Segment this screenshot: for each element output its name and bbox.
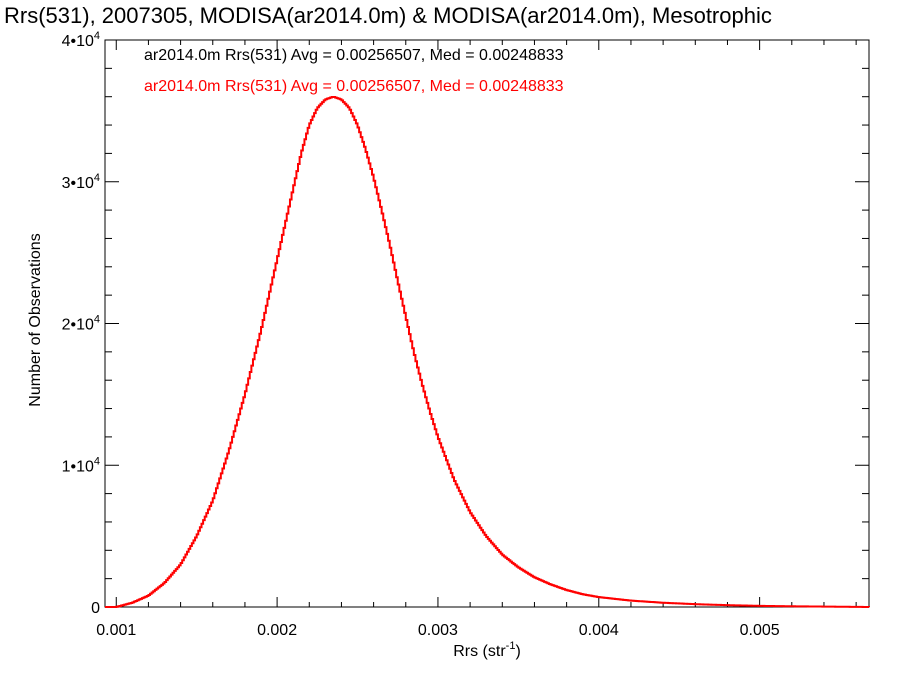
x-tick-label-0: 0.001 [96, 622, 136, 639]
y-tick-label-0: 0 [91, 600, 100, 617]
x-axis-label-text: Rrs (str [453, 643, 506, 660]
y-tick-label-1: 1•104 [62, 455, 100, 475]
x-axis-label: Rrs (str-1) [453, 640, 521, 660]
x-tick-label-4: 0.005 [740, 622, 780, 639]
series-layer [105, 95, 870, 608]
x-axis: 0.001 0.002 0.003 0.004 0.005 [96, 40, 857, 639]
x-axis-label-superscript: -1 [506, 640, 516, 652]
plot-frame [104, 39, 870, 608]
legend-entry-red: ar2014.0m Rrs(531) Avg = 0.00256507, Med… [144, 78, 564, 95]
y-tick-label-4: 4•104 [62, 30, 100, 50]
y-tick-label-2: 2•104 [62, 314, 100, 334]
legend-entry-black: ar2014.0m Rrs(531) Avg = 0.00256507, Med… [144, 47, 564, 64]
y-axis: 0 1•104 2•104 3•104 4•104 [62, 30, 869, 617]
y-tick-label-3: 3•104 [62, 172, 100, 192]
x-tick-label-3: 0.004 [579, 622, 619, 639]
y-axis-label: Number of Observations [27, 233, 44, 406]
x-tick-label-1: 0.002 [257, 622, 297, 639]
x-tick-label-2: 0.003 [418, 622, 458, 639]
chart-title: Rrs(531), 2007305, MODISA(ar2014.0m) & M… [4, 3, 772, 28]
series-line-0 [105, 95, 870, 608]
x-axis-label-close: ) [515, 643, 520, 660]
